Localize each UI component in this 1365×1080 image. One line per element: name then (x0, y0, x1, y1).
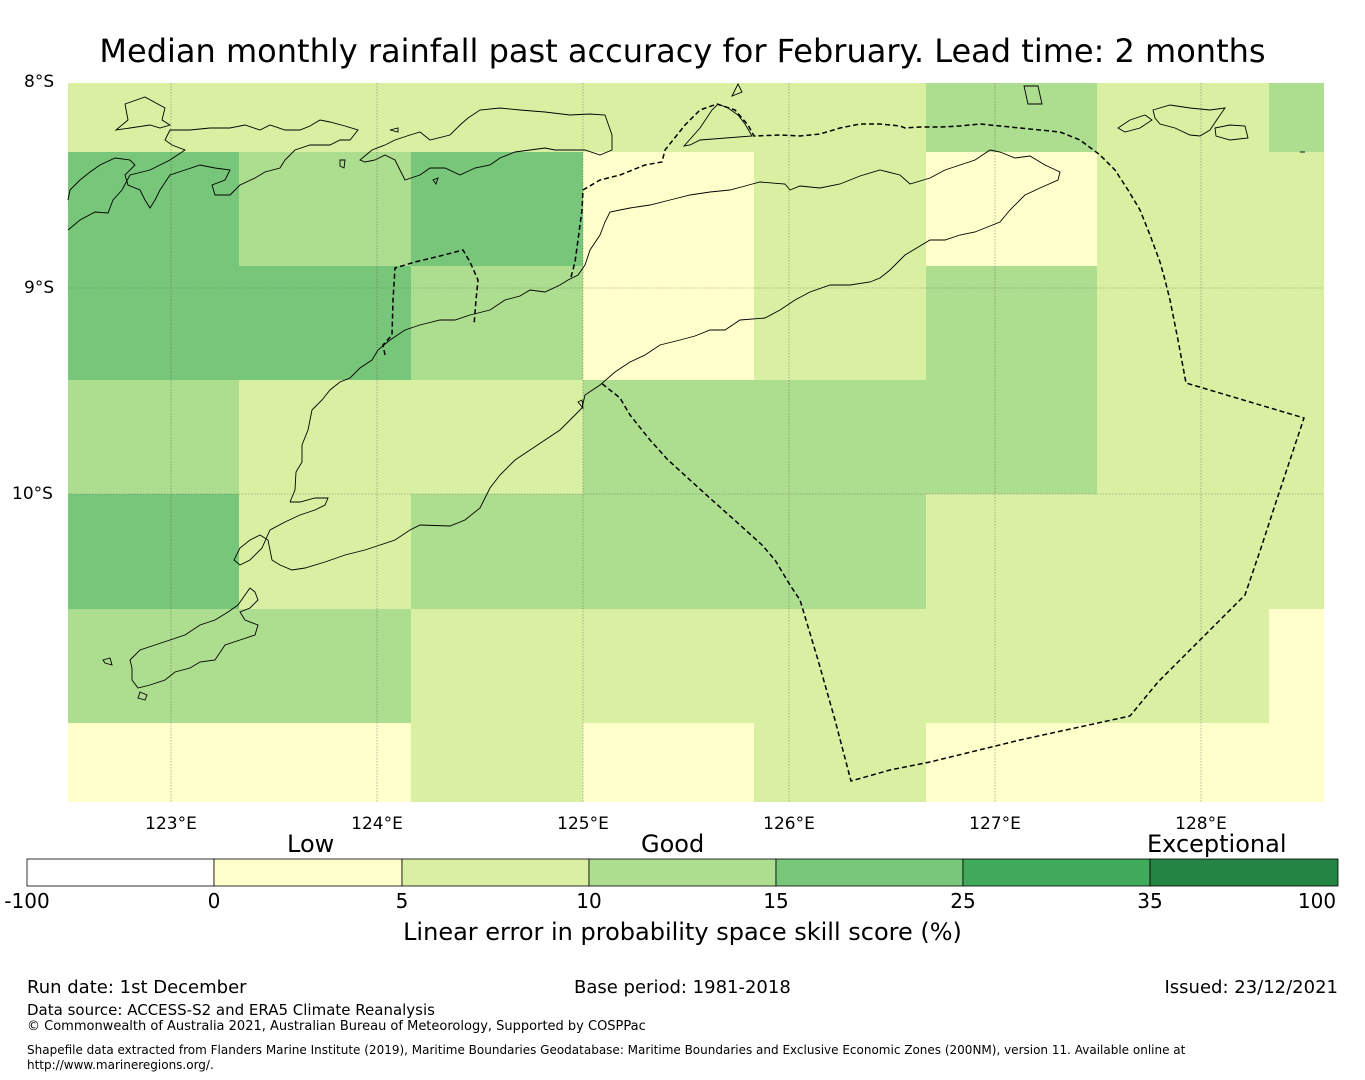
grid-cell (411, 494, 583, 609)
grid-cell (1097, 83, 1269, 152)
grid-cell (583, 609, 754, 723)
grid-cell (926, 266, 1097, 380)
grid-cell (583, 723, 754, 802)
grid-cell (754, 152, 926, 266)
colorbar (26, 858, 1339, 887)
grid-cell (68, 609, 239, 723)
grid-cell (411, 83, 583, 152)
colorbar-segment (962, 858, 1151, 887)
colorbar-tick-label: 15 (763, 889, 789, 913)
shapefile-credit: Shapefile data extracted from Flanders M… (27, 1043, 1186, 1057)
grid-cell (1269, 83, 1324, 152)
grid-cell (926, 723, 1097, 802)
grid-cell (1269, 152, 1324, 266)
grid-cell (926, 494, 1097, 609)
grid-cell (1097, 609, 1269, 723)
colorbar-segment (26, 858, 215, 887)
lon-label-123e: 123°E (145, 814, 197, 834)
grid-cell (411, 380, 583, 494)
grid-cell (68, 266, 239, 380)
grid-cell (1097, 380, 1269, 494)
grid-cell (754, 380, 926, 494)
colorbar-tick-label: 25 (950, 889, 976, 913)
lat-label-8s: 8°S (24, 72, 55, 92)
grid-cell (583, 266, 754, 380)
grid-cell (68, 380, 239, 494)
grid-cell (754, 723, 926, 802)
grid-cell (1097, 152, 1269, 266)
grid-cell (411, 152, 583, 266)
grid-cell (239, 152, 411, 266)
skill-grid (68, 83, 1324, 802)
graticule (68, 83, 1324, 802)
base-period: Base period: 1981-2018 (574, 977, 791, 998)
lat-label-9s: 9°S (24, 278, 55, 298)
colorbar-tick-label: 100 (1297, 889, 1337, 913)
grid-cell (1269, 380, 1324, 494)
grid-cell (754, 609, 926, 723)
grid-cell (1269, 609, 1324, 723)
colorbar-tick-label: 5 (395, 889, 409, 913)
grid-cell (926, 380, 1097, 494)
lon-label-126e: 126°E (763, 814, 815, 834)
grid-cell (239, 609, 411, 723)
copyright: © Commonwealth of Australia 2021, Austra… (27, 1019, 646, 1034)
grid-cell (926, 609, 1097, 723)
data-source: Data source: ACCESS-S2 and ERA5 Climate … (27, 1001, 435, 1019)
grid-cell (1097, 723, 1269, 802)
coastlines (67, 82, 1305, 701)
colorbar-tick-label: 0 (207, 889, 221, 913)
colorbar-segment (588, 858, 777, 887)
grid-cell (239, 494, 411, 609)
grid-cell (1097, 266, 1269, 380)
colorbar-tick-label: 35 (1137, 889, 1163, 913)
grid-cell (1269, 723, 1324, 802)
grid-cell (239, 83, 411, 152)
grid-cell (411, 266, 583, 380)
grid-cell (239, 266, 411, 380)
category-good: Good (641, 830, 705, 858)
grid-cell (68, 152, 239, 266)
grid-cell (926, 83, 1097, 152)
shapefile-url: http://www.marineregions.org/. (27, 1058, 214, 1072)
issued-date: Issued: 23/12/2021 (1164, 977, 1338, 998)
lon-label-128e: 128°E (1175, 814, 1227, 834)
colorbar-label: Linear error in probability space skill … (403, 918, 962, 946)
colorbar-segment (775, 858, 964, 887)
lon-label-127e: 127°E (969, 814, 1021, 834)
grid-cell (583, 152, 754, 266)
category-low: Low (287, 830, 335, 858)
grid-cell (583, 380, 754, 494)
colorbar-segment (213, 858, 403, 887)
run-date: Run date: 1st December (27, 977, 247, 998)
grid-cell (583, 494, 754, 609)
grid-cell (754, 266, 926, 380)
grid-cell (239, 723, 411, 802)
lon-label-124e: 124°E (351, 814, 403, 834)
grid-cell (239, 380, 411, 494)
lat-label-10s: 10°S (12, 484, 53, 504)
colorbar-tick-label: 10 (576, 889, 602, 913)
grid-cell (411, 609, 583, 723)
grid-cell (1269, 494, 1324, 609)
grid-cell (1097, 494, 1269, 609)
grid-cell (68, 723, 239, 802)
colorbar-segment (1149, 858, 1339, 887)
grid-cell (754, 494, 926, 609)
lon-label-125e: 125°E (557, 814, 609, 834)
chart-title: Median monthly rainfall past accuracy fo… (99, 32, 1266, 70)
grid-cell (754, 83, 926, 152)
colorbar-tick-label: -100 (4, 889, 50, 913)
grid-cell (68, 494, 239, 609)
grid-cell (411, 723, 583, 802)
grid-cell (583, 83, 754, 152)
grid-cell (68, 83, 239, 152)
colorbar-segment (401, 858, 590, 887)
grid-cell (1269, 266, 1324, 380)
category-exceptional: Exceptional (1147, 830, 1287, 858)
maritime-boundary (382, 103, 1305, 782)
